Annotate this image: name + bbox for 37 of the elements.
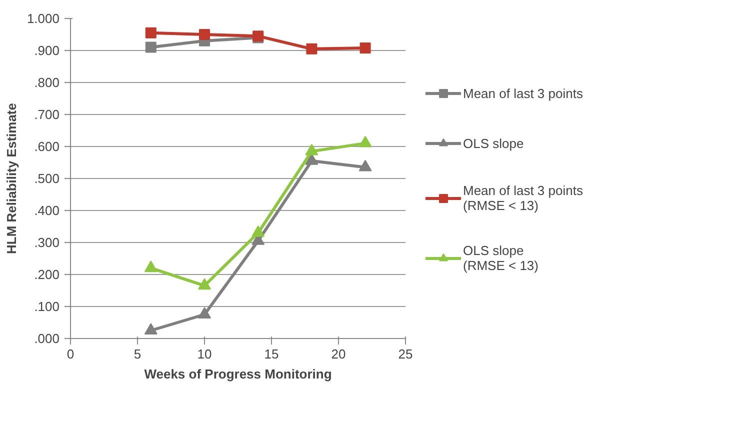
y-tick-label: .900 bbox=[34, 43, 60, 58]
x-tick-label: 20 bbox=[331, 346, 346, 362]
point bbox=[144, 260, 158, 272]
y-tick-label: .200 bbox=[34, 267, 60, 282]
y-tick-label: .000 bbox=[34, 331, 60, 346]
x-tick-label: 5 bbox=[134, 346, 142, 362]
point bbox=[145, 27, 156, 38]
x-tick-label: 15 bbox=[264, 346, 279, 362]
point bbox=[305, 153, 318, 165]
y-tick-label: .400 bbox=[34, 203, 60, 218]
y-tick-label: .300 bbox=[34, 235, 60, 250]
y-tick-label: .600 bbox=[34, 139, 60, 154]
legend-label: OLS slope bbox=[463, 136, 524, 150]
legend-label: OLS slope (RMSE < 13) bbox=[463, 243, 538, 273]
point bbox=[144, 323, 158, 334]
x-tick-label: 10 bbox=[197, 346, 212, 362]
point bbox=[306, 43, 318, 54]
x-axis-title: Weeks of Progress Monitoring bbox=[144, 366, 332, 382]
y-axis-title: HLM Reliability Estimate bbox=[4, 103, 19, 254]
y-tick-label: .500 bbox=[34, 171, 60, 186]
point bbox=[198, 307, 211, 318]
point bbox=[358, 160, 372, 172]
y-tick-label: .700 bbox=[34, 107, 60, 122]
point bbox=[360, 42, 371, 54]
x-tick-label: 25 bbox=[398, 346, 413, 362]
point bbox=[305, 144, 318, 156]
point bbox=[145, 42, 156, 53]
point bbox=[252, 225, 265, 237]
y-tick-label: 1.000 bbox=[26, 11, 60, 26]
legend-label: Mean of last 3 points bbox=[463, 86, 583, 100]
legend-label: Mean of last 3 points (RMSE < 13) bbox=[463, 183, 583, 213]
x-tick-label: 0 bbox=[66, 346, 74, 362]
y-tick-label: .800 bbox=[34, 75, 60, 90]
y-tick-label: .100 bbox=[34, 299, 60, 314]
point bbox=[358, 136, 372, 148]
point bbox=[199, 29, 210, 40]
point bbox=[198, 278, 211, 290]
